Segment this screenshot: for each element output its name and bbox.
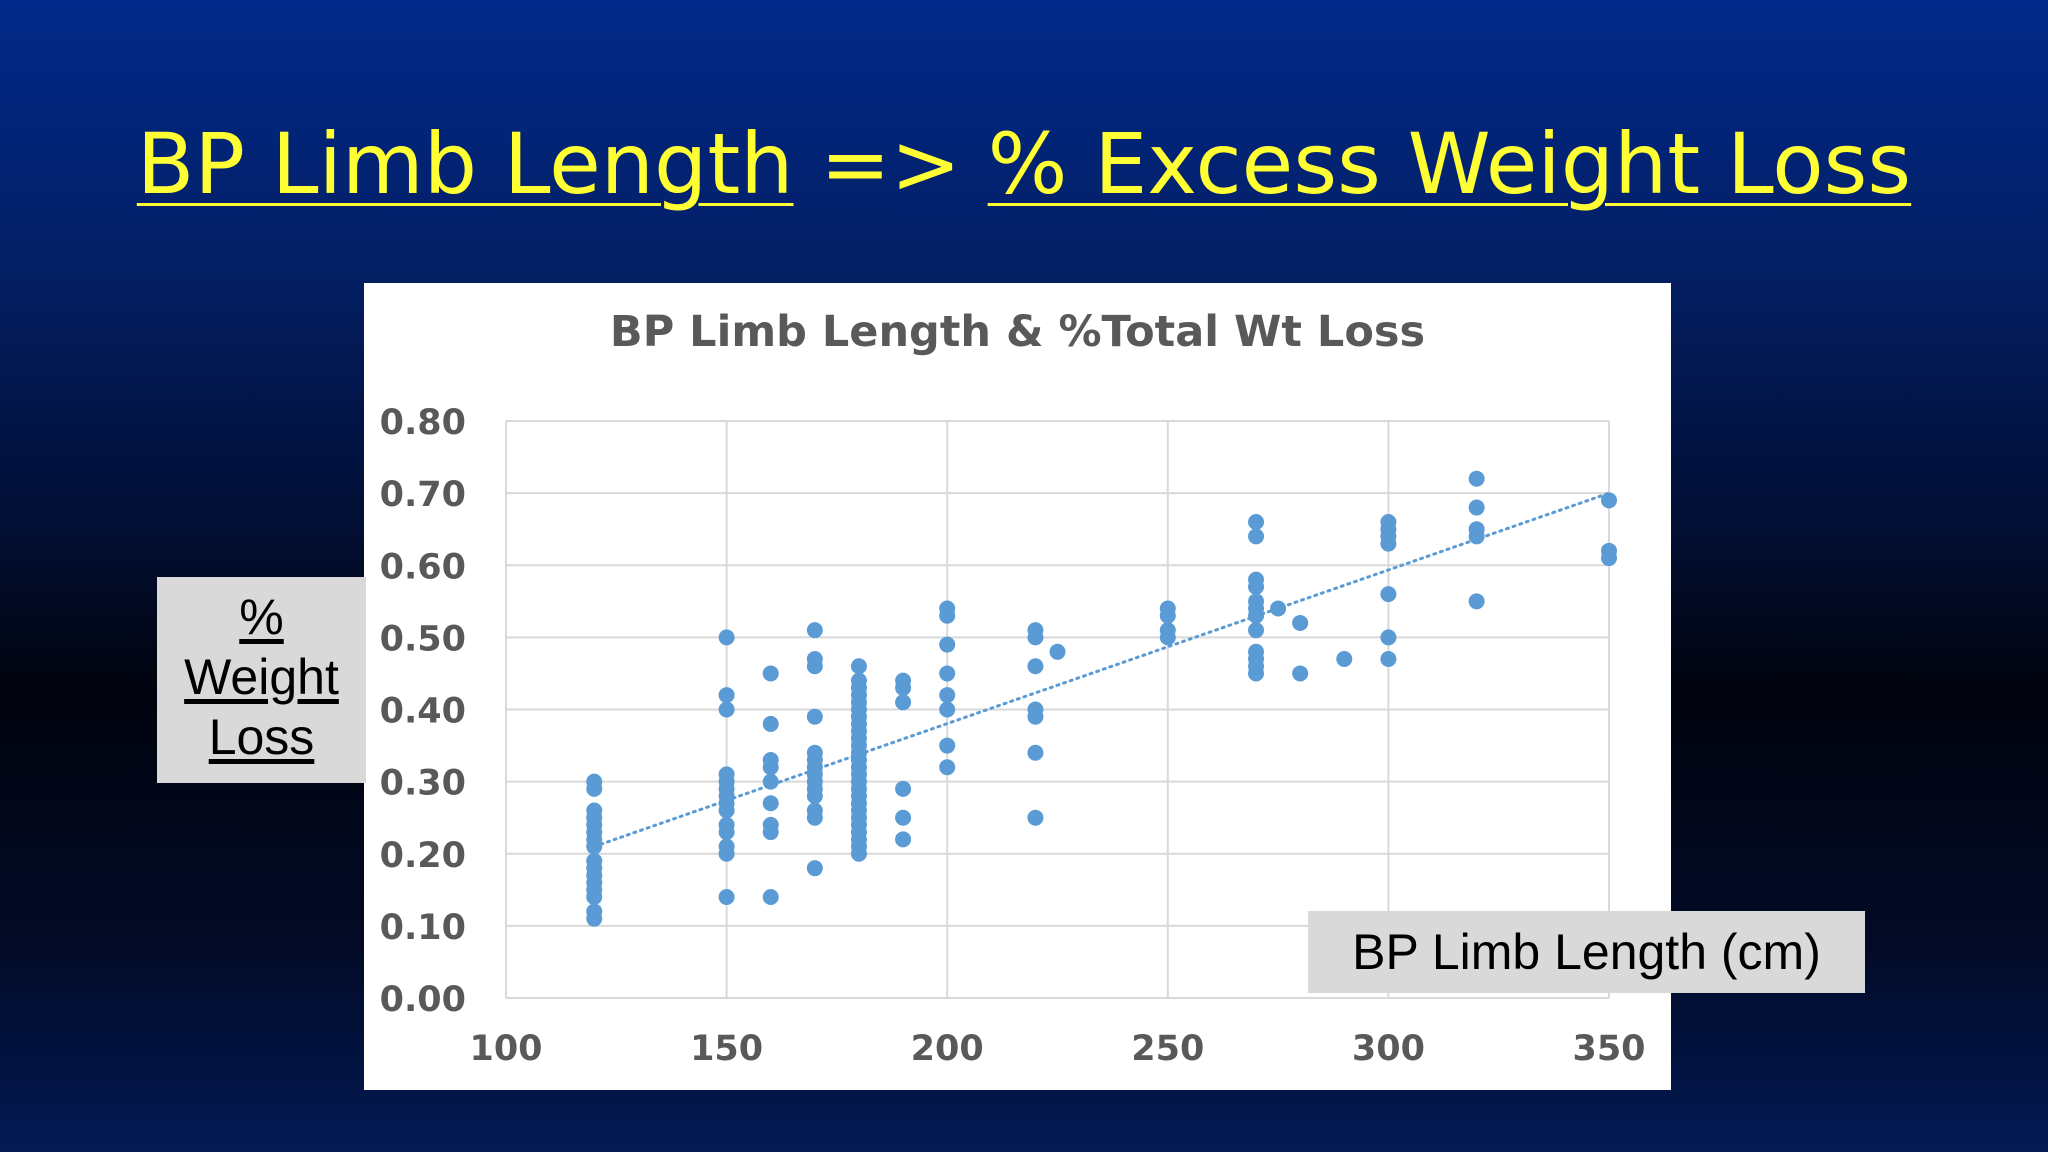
- data-point: [939, 665, 956, 682]
- data-point: [762, 824, 779, 841]
- data-point: [939, 737, 956, 754]
- data-point: [1248, 528, 1265, 545]
- slide-title-left: BP Limb Length: [136, 115, 794, 213]
- y-tick-label: 0.40: [380, 692, 466, 732]
- data-point: [806, 622, 823, 639]
- data-point: [1027, 708, 1044, 725]
- trendline: [592, 491, 1611, 849]
- chart-title: BP Limb Length & %Total Wt Loss: [609, 307, 1426, 357]
- data-point: [1248, 578, 1265, 595]
- x-tick-labels: 100 150 200 250 300 350: [469, 1029, 1645, 1069]
- data-point: [1468, 470, 1485, 487]
- data-point: [718, 629, 735, 646]
- data-point: [1468, 593, 1485, 610]
- data-point: [1049, 643, 1066, 660]
- data-point: [1027, 744, 1044, 761]
- x-tick-label: 250: [1131, 1029, 1204, 1069]
- data-point: [939, 759, 956, 776]
- data-point: [806, 708, 823, 725]
- data-point: [850, 658, 867, 675]
- chart-panel: 0.00 0.10 0.20 0.30 0.40 0.50 0.60 0.70 0.80 100…: [364, 283, 1671, 1090]
- data-point: [1248, 513, 1265, 530]
- data-point: [718, 802, 735, 819]
- data-point: [806, 860, 823, 877]
- y-axis-label: % Weight Loss: [157, 577, 366, 783]
- data-point: [718, 701, 735, 718]
- data-point: [718, 824, 735, 841]
- scatter-chart: 0.00 0.10 0.20 0.30 0.40 0.50 0.60 0.70 0.80 100…: [380, 403, 1646, 1069]
- data-point: [1336, 651, 1353, 668]
- data-point: [939, 607, 956, 624]
- data-point: [586, 889, 603, 906]
- y-tick-label: 0.20: [380, 836, 466, 876]
- slide-title-arrow: =>: [820, 115, 961, 213]
- data-point: [1248, 622, 1265, 639]
- y-axis-label-line-1: %: [239, 589, 284, 645]
- y-tick-label: 0.10: [380, 908, 466, 948]
- data-point: [1248, 665, 1265, 682]
- x-tick-label: 150: [690, 1029, 763, 1069]
- data-point: [586, 910, 603, 927]
- data-point: [1248, 607, 1265, 624]
- data-point: [806, 788, 823, 805]
- data-point: [1380, 629, 1397, 646]
- data-point: [762, 795, 779, 812]
- data-point: [1027, 809, 1044, 826]
- data-point: [1159, 607, 1176, 624]
- data-point: [1380, 586, 1397, 603]
- data-point: [718, 889, 735, 906]
- data-point: [586, 838, 603, 855]
- y-tick-label: 0.70: [380, 475, 466, 515]
- data-point: [806, 809, 823, 826]
- data-point: [762, 773, 779, 790]
- trendline-layer: [592, 491, 1611, 849]
- data-point: [1270, 600, 1287, 617]
- data-point: [1292, 614, 1309, 631]
- x-tick-label: 200: [911, 1029, 984, 1069]
- x-axis-label: BP Limb Length (cm): [1308, 911, 1865, 993]
- x-tick-label: 350: [1572, 1029, 1645, 1069]
- slide-title-right: % Excess Weight Loss: [987, 115, 1912, 213]
- data-point: [895, 809, 912, 826]
- data-point: [762, 759, 779, 776]
- y-tick-label: 0.80: [380, 403, 466, 443]
- data-point: [806, 658, 823, 675]
- data-point: [762, 889, 779, 906]
- y-axis-label-line-3: Loss: [208, 709, 315, 765]
- data-point: [718, 845, 735, 862]
- data-point: [1380, 535, 1397, 552]
- y-tick-label: 0.00: [380, 980, 466, 1020]
- data-point: [1027, 629, 1044, 646]
- point-layer: [586, 470, 1617, 927]
- data-point: [895, 694, 912, 711]
- data-point: [1601, 550, 1617, 567]
- x-tick-label: 100: [469, 1029, 542, 1069]
- data-point: [762, 715, 779, 732]
- data-point: [939, 636, 956, 653]
- data-point: [1159, 629, 1176, 646]
- data-point: [1468, 499, 1485, 516]
- slide-title: BP Limb Length => % Excess Weight Loss: [0, 112, 2048, 217]
- data-point: [586, 780, 603, 797]
- data-point: [1027, 658, 1044, 675]
- y-tick-label: 0.50: [380, 619, 466, 659]
- data-point: [895, 679, 912, 696]
- data-point: [850, 845, 867, 862]
- data-point: [895, 780, 912, 797]
- data-point: [939, 701, 956, 718]
- data-point: [939, 687, 956, 704]
- data-point: [718, 687, 735, 704]
- data-point: [762, 665, 779, 682]
- data-point: [1292, 665, 1309, 682]
- data-point: [1468, 528, 1485, 545]
- y-tick-label: 0.30: [380, 764, 466, 804]
- y-tick-label: 0.60: [380, 547, 466, 587]
- data-point: [895, 831, 912, 848]
- y-axis-label-line-2: Weight: [184, 649, 339, 705]
- data-point: [1380, 651, 1397, 668]
- data-point: [1601, 492, 1617, 509]
- x-tick-label: 300: [1352, 1029, 1425, 1069]
- y-tick-labels: 0.00 0.10 0.20 0.30 0.40 0.50 0.60 0.70 0.80: [380, 403, 466, 1020]
